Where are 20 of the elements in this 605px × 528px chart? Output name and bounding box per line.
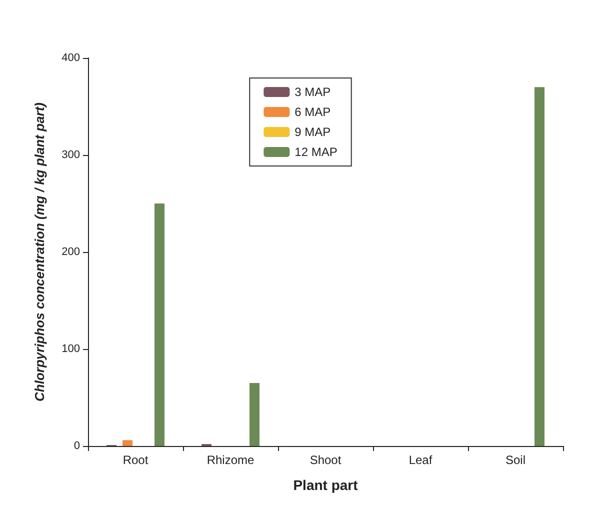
x-axis-title: Plant part xyxy=(293,477,358,493)
legend-label: 12 MAP xyxy=(294,145,338,159)
bar xyxy=(534,87,544,446)
bar xyxy=(154,204,164,446)
y-tick-label: 0 xyxy=(74,440,80,452)
y-axis-title: Chlorpyriphos concentration (mg / kg plant part) xyxy=(32,102,47,402)
legend-label: 3 MAP xyxy=(294,85,331,99)
y-tick-label: 100 xyxy=(62,343,80,355)
bar xyxy=(250,382,260,446)
legend-label: 9 MAP xyxy=(294,125,331,139)
y-tick-label: 200 xyxy=(62,246,80,258)
x-tick-label: Rhizome xyxy=(206,453,254,467)
x-tick-label: Soil xyxy=(505,453,526,467)
y-tick-label: 400 xyxy=(62,52,80,64)
x-tick-label: Root xyxy=(122,453,149,467)
legend-label: 6 MAP xyxy=(294,105,331,119)
bar xyxy=(122,440,132,446)
x-tick-label: Shoot xyxy=(310,453,342,467)
y-tick-label: 300 xyxy=(62,149,80,161)
x-tick-label: Leaf xyxy=(408,453,433,467)
